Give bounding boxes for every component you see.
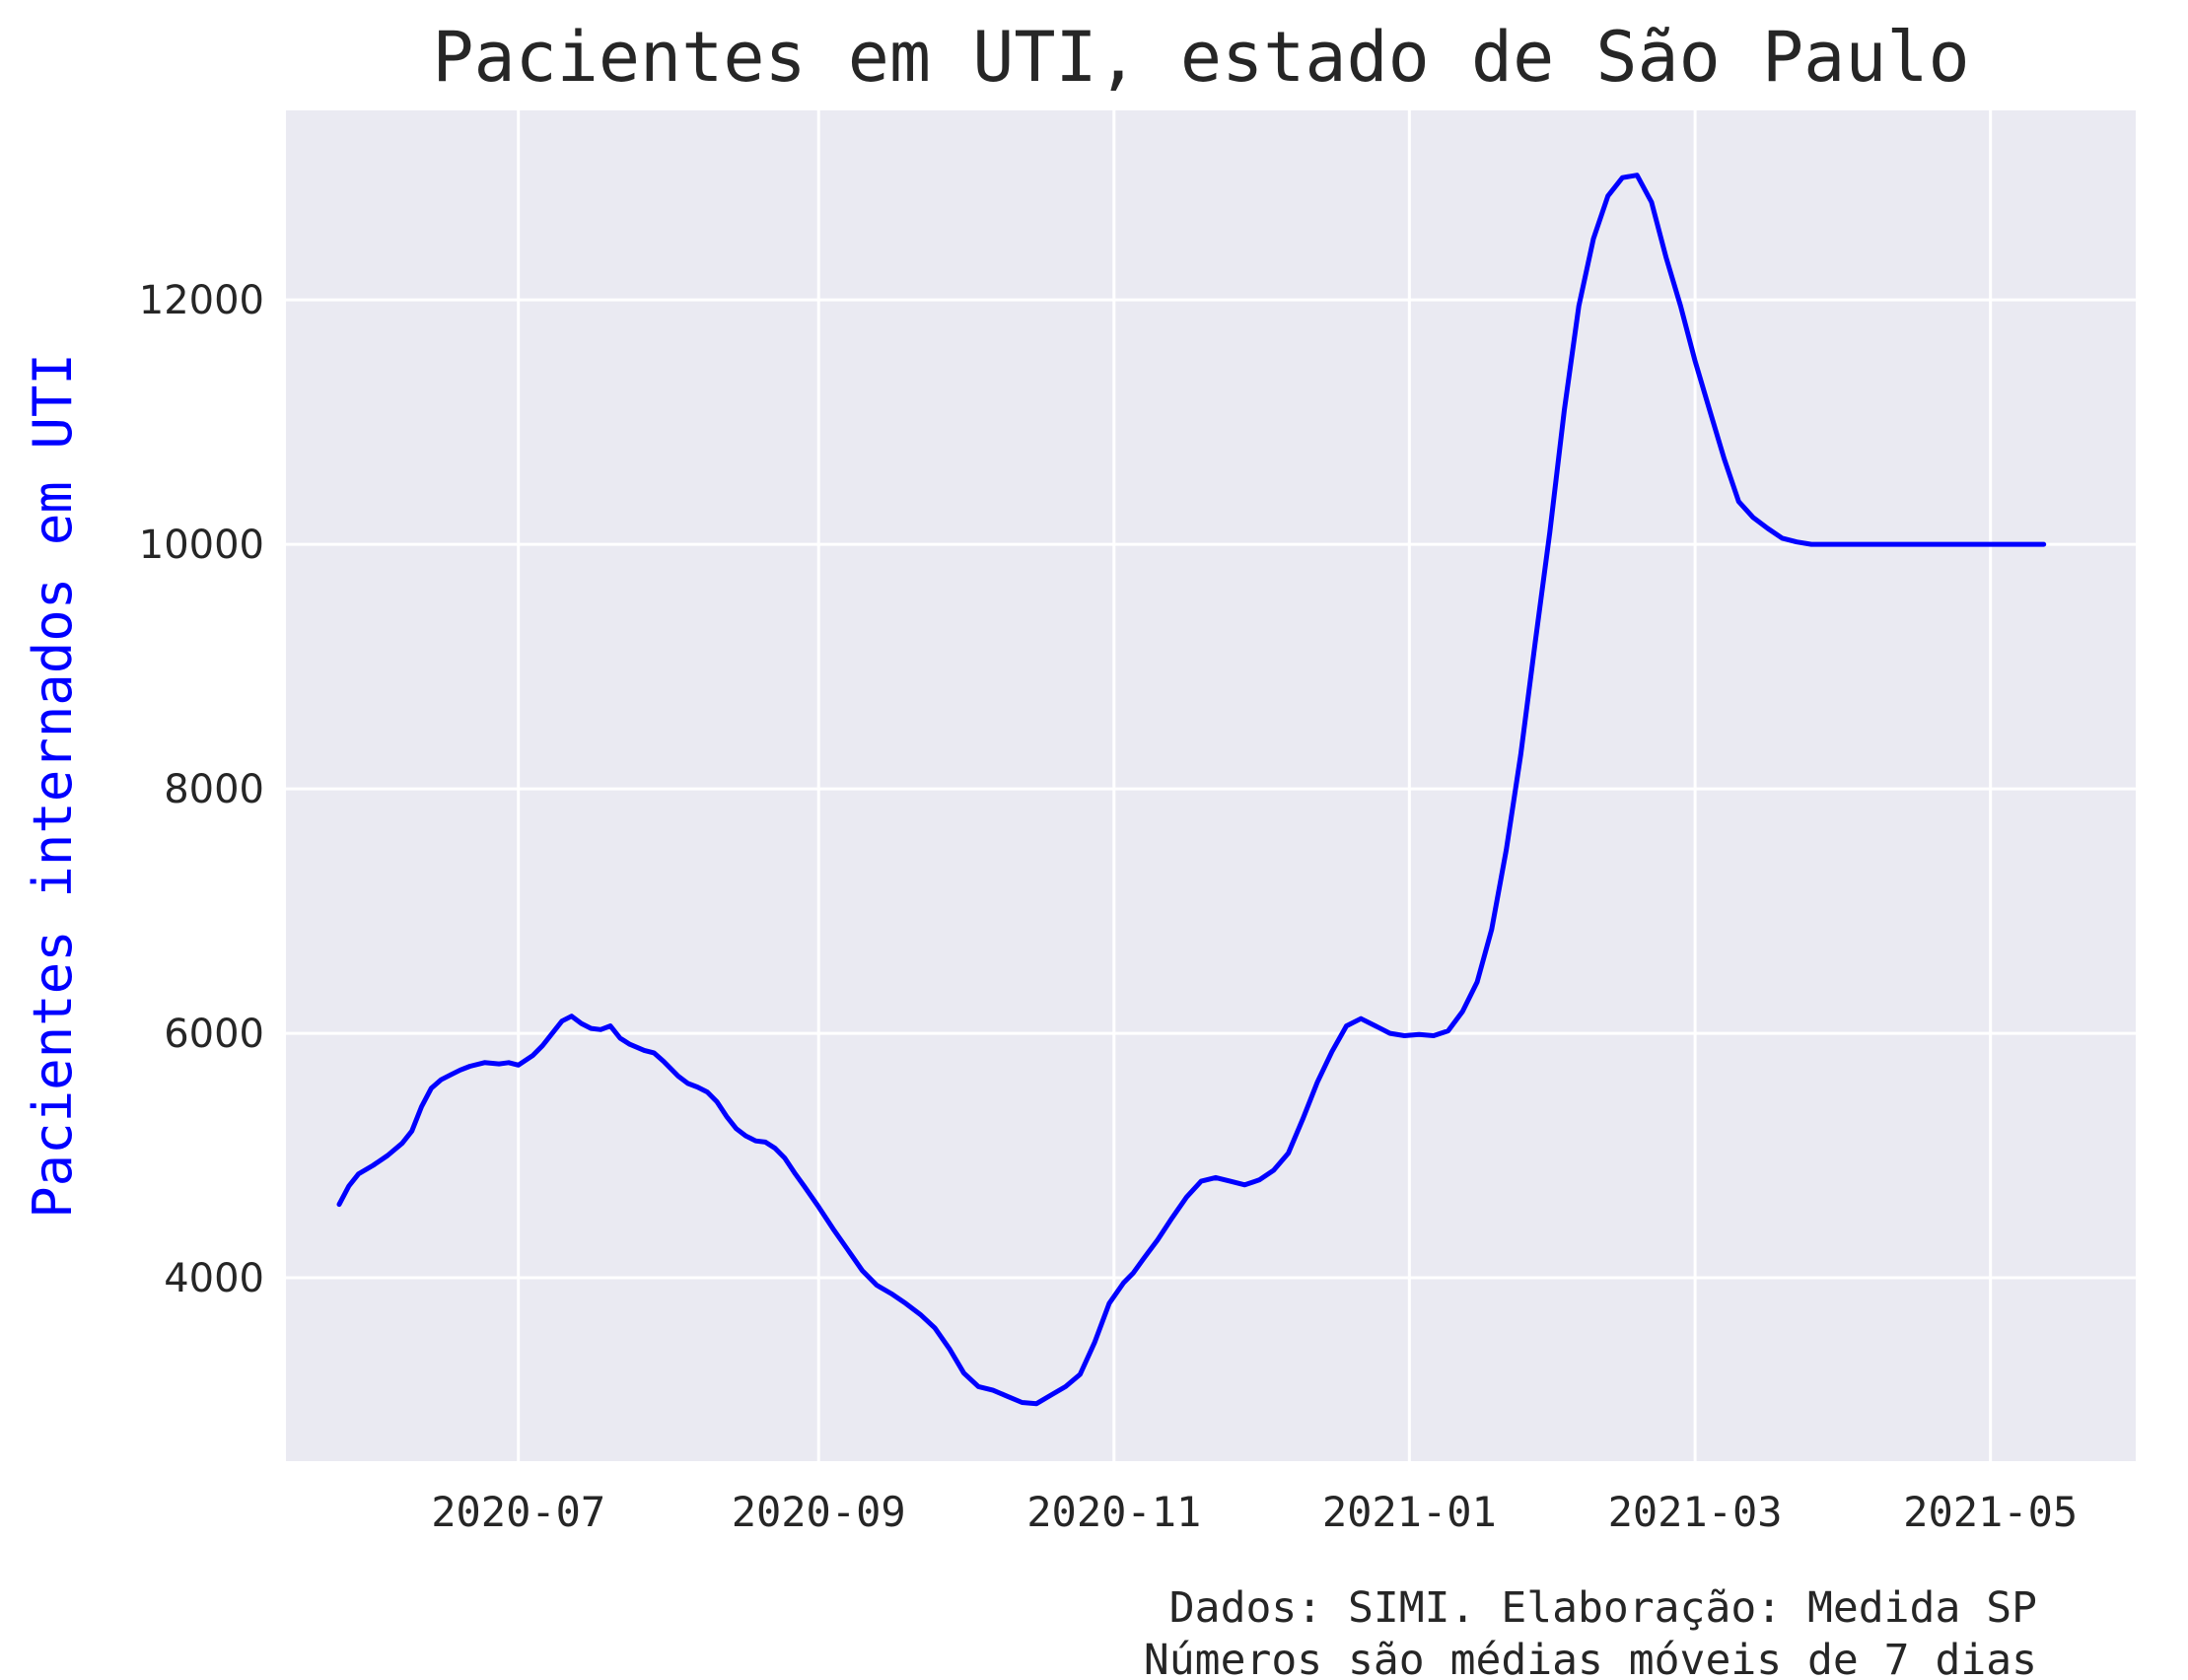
x-axis-ticks: 2020-07 2020-09 2020-11 2021-01 2021-03 2021-…	[431, 1488, 2078, 1536]
y-axis-label: Pacientes internados em UTI	[22, 353, 84, 1219]
plot-area	[286, 110, 2136, 1461]
series-layer	[336, 173, 2047, 1407]
series-line	[336, 173, 2047, 1407]
y-tick-label: 10000	[139, 523, 264, 568]
y-axis-ticks: 4000 6000 8000 10000 12000	[139, 278, 264, 1301]
x-tick-label: 2021-03	[1608, 1488, 1783, 1536]
x-tick-label: 2020-09	[732, 1488, 906, 1536]
x-tick-label: 2021-05	[1903, 1488, 2078, 1536]
grid	[286, 110, 2136, 1461]
x-tick-label: 2021-01	[1322, 1488, 1497, 1536]
y-tick-label: 4000	[164, 1256, 264, 1301]
footnote-note: Números são médias móveis de 7 dias	[1144, 1636, 2037, 1680]
x-tick-label: 2020-07	[431, 1488, 605, 1536]
chart-title: Pacientes em UTI, estado de São Paulo	[432, 17, 1969, 98]
y-tick-label: 6000	[164, 1012, 264, 1057]
y-tick-label: 8000	[164, 767, 264, 812]
x-tick-label: 2020-11	[1026, 1488, 1201, 1536]
footnote-source: Dados: SIMI. Elaboração: Medida SP	[1169, 1583, 2037, 1633]
y-tick-label: 12000	[139, 278, 264, 323]
